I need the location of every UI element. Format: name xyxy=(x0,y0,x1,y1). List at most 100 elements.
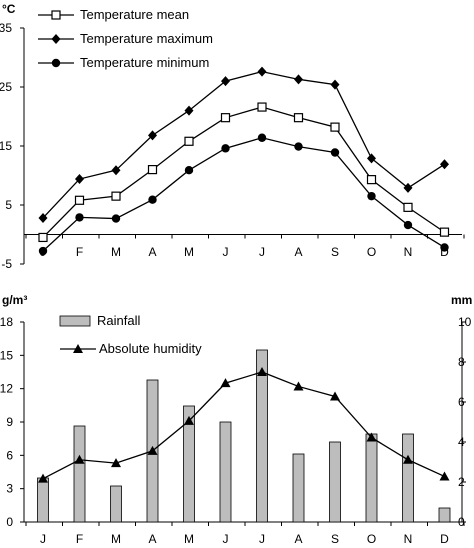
legend-marker xyxy=(51,58,61,68)
data-point xyxy=(330,122,340,132)
humidity-point xyxy=(439,471,450,481)
left-y-tick-label: 15 xyxy=(0,348,13,362)
rainfall-bar xyxy=(256,349,268,523)
data-point xyxy=(440,159,449,170)
y-tick-label: 5 xyxy=(5,198,12,212)
humidity-point xyxy=(366,432,377,442)
data-point xyxy=(403,182,413,193)
legend-label: Temperature mean xyxy=(80,7,189,22)
data-point xyxy=(147,165,158,175)
legend-label: Temperature minimum xyxy=(80,55,209,70)
data-point xyxy=(330,79,340,90)
left-y-tick-label: 9 xyxy=(6,415,13,429)
left-y-tick-label: 3 xyxy=(6,482,13,496)
data-point xyxy=(221,76,230,87)
rainfall-bar xyxy=(438,507,451,523)
y-tick-label: 15 xyxy=(0,139,12,153)
data-point xyxy=(75,174,84,185)
rainfall-bar xyxy=(219,421,232,523)
y-tick-label: 25 xyxy=(0,80,12,94)
legend-rainfall-swatch xyxy=(59,315,91,327)
humidity-point xyxy=(38,473,48,483)
data-point xyxy=(111,165,121,176)
x-tick-label: J xyxy=(223,532,229,546)
data-point xyxy=(38,246,48,256)
series-line xyxy=(42,106,445,238)
humidity-point xyxy=(293,381,304,391)
data-point xyxy=(184,136,194,146)
x-tick-label: A xyxy=(148,245,156,259)
humidity-point xyxy=(220,378,231,388)
x-tick-label: J xyxy=(40,532,46,546)
series-line xyxy=(42,137,445,252)
data-point xyxy=(294,74,303,85)
data-point xyxy=(439,227,450,237)
rainfall-bar xyxy=(183,405,195,523)
y-tick-label: -5 xyxy=(1,257,12,271)
rainfall-humidity-chart: 0 3 6 9 12 15 18 0 2 4 6 8 10 J F M A M J J A S O N Dg/m³ mm Rainf… xyxy=(0,293,472,546)
rainfall-bar xyxy=(37,477,49,523)
data-point xyxy=(148,195,157,204)
x-tick-label: J xyxy=(259,532,265,546)
data-point xyxy=(75,213,84,222)
left-y-tick-label: 12 xyxy=(0,382,13,396)
y-tick-label: 35 xyxy=(0,21,12,35)
data-point xyxy=(74,195,85,205)
right-y-tick-label: 2 xyxy=(458,475,465,489)
legend-humidity-marker xyxy=(73,344,83,353)
x-tick-label: M xyxy=(111,532,121,546)
left-y-tick-label: 0 xyxy=(6,515,13,529)
legend-marker xyxy=(51,10,61,20)
data-point xyxy=(294,142,303,151)
data-point xyxy=(403,202,413,212)
x-tick-label: O xyxy=(367,532,376,546)
data-point xyxy=(220,113,231,123)
humidity-point xyxy=(74,454,85,464)
data-point xyxy=(366,175,377,185)
rainfall-bar xyxy=(329,441,341,523)
rainfall-bar xyxy=(402,433,414,523)
data-point xyxy=(38,232,48,243)
right-y-tick-label: 10 xyxy=(458,315,472,329)
data-point xyxy=(293,113,304,123)
data-point xyxy=(221,144,230,153)
right-y-tick-label: 8 xyxy=(458,355,465,369)
rainfall-bar xyxy=(365,433,378,523)
legend-label: Temperature maximum xyxy=(80,31,213,46)
data-point xyxy=(184,165,194,175)
x-tick-label: F xyxy=(76,245,83,259)
rainfall-bar xyxy=(292,453,305,523)
legend-label: Absolute humidity xyxy=(99,341,202,356)
x-tick-label: J xyxy=(223,245,229,259)
x-tick-label: M xyxy=(111,245,121,259)
x-tick-label: F xyxy=(76,532,83,546)
data-point xyxy=(367,191,376,201)
data-point xyxy=(38,212,48,223)
legend-label: Rainfall xyxy=(97,313,140,328)
x-tick-label: D xyxy=(440,245,449,259)
left-y-tick-label: 18 xyxy=(0,315,13,329)
legend-marker xyxy=(51,34,61,44)
x-tick-label: S xyxy=(331,532,339,546)
x-tick-label: S xyxy=(331,245,339,259)
x-tick-label: N xyxy=(404,532,413,546)
x-tick-label: D xyxy=(440,532,449,546)
data-point xyxy=(330,148,340,157)
x-tick-label: A xyxy=(294,532,302,546)
data-point xyxy=(367,153,376,164)
x-tick-label: O xyxy=(367,245,376,259)
data-point xyxy=(257,133,267,142)
left-y-tick-label: 6 xyxy=(6,448,13,462)
humidity-point xyxy=(257,367,267,376)
x-tick-label: A xyxy=(294,245,302,259)
series-line xyxy=(42,70,445,219)
humidity-point xyxy=(147,445,158,455)
right-y-tick-label: 4 xyxy=(458,435,465,449)
y-axis-unit: °C xyxy=(2,2,16,16)
data-point xyxy=(440,243,449,252)
x-tick-label: M xyxy=(184,532,194,546)
x-tick-label: J xyxy=(259,245,265,259)
humidity-point xyxy=(330,391,340,401)
data-point xyxy=(148,130,157,141)
